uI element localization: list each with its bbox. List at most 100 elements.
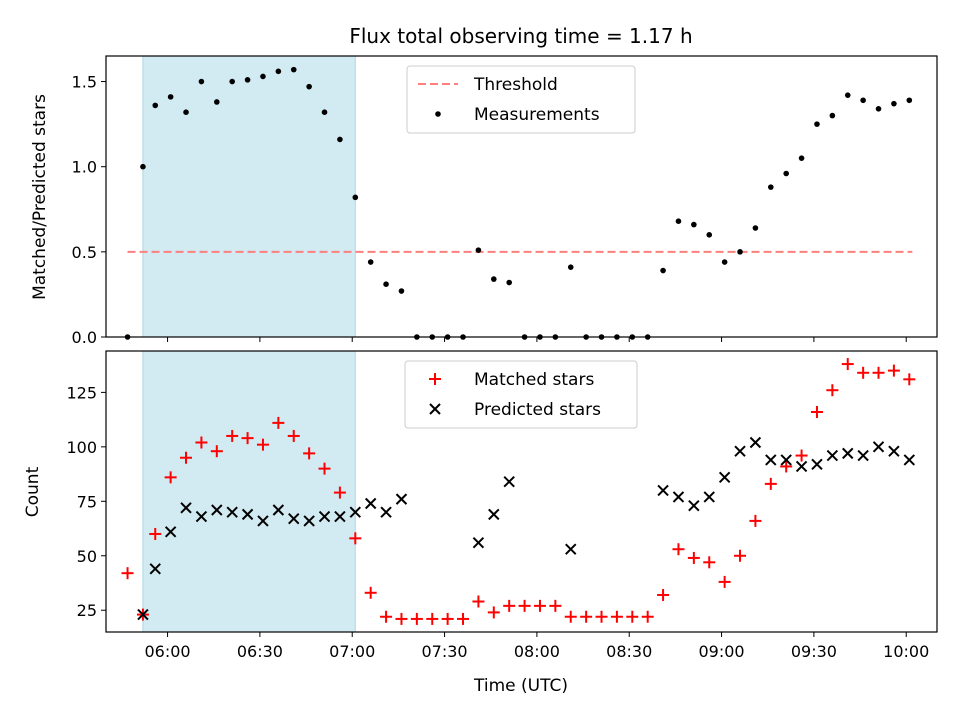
measurement-point (229, 78, 235, 85)
legend-measurement-swatch (435, 111, 441, 117)
predicted-star-point (272, 504, 285, 516)
matched-star-point (795, 449, 808, 462)
matched-star-point (580, 610, 593, 623)
matched-star-point (857, 366, 870, 379)
y-tick-label: 0.0 (72, 328, 97, 347)
matched-star-point (595, 610, 608, 623)
top-legend: Threshold Measurements (406, 65, 636, 134)
measurement-point (567, 264, 574, 270)
matched-star-point (549, 599, 562, 612)
predicted-star-point (288, 513, 300, 525)
matched-star-point (318, 462, 331, 475)
measurement-point (706, 232, 713, 238)
x-tick-label: 08:00 (514, 642, 560, 661)
measurement-point (140, 163, 146, 170)
measurement-point (321, 109, 328, 115)
matched-star-point (903, 373, 916, 386)
x-tick-label: 06:00 (145, 642, 191, 661)
matched-star-point (780, 460, 793, 473)
x-tick-label: 09:30 (791, 642, 837, 661)
y-tick-label: 25 (77, 601, 97, 620)
measurement-point (290, 66, 297, 73)
measurement-point (891, 100, 897, 107)
matched-star-point (657, 588, 670, 601)
matched-star-point (164, 471, 177, 484)
predicted-star-point (703, 491, 715, 503)
top-panel: 0.0 0.5 1.0 1.5 Matched/Predicted stars Thr… (30, 55, 938, 347)
measurement-point (275, 68, 282, 75)
measurement-point (691, 221, 697, 228)
predicted-star-point (488, 508, 500, 521)
predicted-star-point (749, 436, 762, 449)
matched-star-point (872, 366, 885, 379)
predicted-star-point (657, 484, 669, 497)
matched-star-point (256, 438, 269, 451)
bottom-ylabel: Count (23, 466, 43, 517)
matched-star-point (810, 405, 823, 418)
matched-star-point (641, 610, 654, 623)
measurement-point (383, 281, 389, 288)
matched-star-point (533, 599, 546, 612)
measurement-point (367, 259, 374, 265)
measurement-point (906, 97, 913, 104)
predicted-star-point (765, 454, 777, 466)
legend-predicted-label: Predicted stars (474, 400, 601, 420)
predicted-star-point (180, 502, 192, 514)
predicted-star-point (164, 526, 177, 538)
matched-star-point (272, 416, 285, 429)
predicted-star-point (795, 460, 808, 473)
matched-star-point (121, 567, 134, 580)
matched-star-point (841, 358, 854, 371)
matched-star-point (349, 532, 362, 545)
predicted-star-point (380, 506, 392, 518)
measurement-point (152, 102, 159, 109)
measurement-point (183, 109, 189, 115)
x-tick-label: 08:30 (606, 642, 652, 661)
predicted-star-point (364, 497, 377, 510)
observing-interval-shade (142, 350, 356, 633)
measurement-point (214, 99, 220, 105)
matched-star-point (764, 477, 777, 490)
predicted-star-point (303, 515, 315, 527)
top-axes-frame (105, 55, 938, 338)
x-tick-label: 07:30 (422, 642, 468, 661)
measurement-point (260, 73, 266, 80)
y-tick-label: 0.5 (72, 243, 97, 262)
legend-matched-label: Matched stars (474, 370, 594, 390)
matched-star-point (395, 612, 408, 625)
predicted-star-point (137, 608, 149, 621)
measurement-point (352, 194, 359, 201)
predicted-star-point (780, 454, 792, 466)
matched-star-point (195, 436, 208, 449)
measurement-point (860, 97, 866, 104)
measurement-point (752, 225, 759, 231)
measurement-point (737, 249, 743, 255)
predicted-star-point (857, 449, 869, 462)
measurement-point (814, 121, 820, 127)
matched-star-point (210, 445, 223, 458)
matched-star-point (380, 610, 393, 623)
predicted-star-point (734, 445, 746, 457)
matched-star-point (487, 606, 500, 619)
legend-measurement-label: Measurements (474, 105, 600, 125)
legend-predicted-swatch (429, 403, 441, 415)
measurement-point (798, 155, 805, 161)
matched-star-point (610, 610, 623, 623)
matched-star-point (472, 595, 485, 608)
predicted-star-point (565, 543, 577, 555)
matched-star-point (457, 612, 470, 625)
matched-star-point (226, 429, 239, 442)
measurement-point (491, 276, 497, 282)
matched-star-point (149, 527, 162, 540)
matched-star-point (364, 586, 377, 599)
legend-matched-swatch (429, 373, 441, 385)
measurement-point (660, 267, 666, 274)
measurement-point (398, 288, 405, 294)
measurement-point (306, 83, 312, 90)
matched-star-point (180, 451, 193, 464)
x-axis-label: Time (UTC) (473, 676, 568, 696)
predicted-star-point (718, 471, 731, 484)
bottom-axes-frame (105, 350, 938, 633)
y-tick-label: 75 (77, 492, 97, 511)
measurement-point (167, 94, 174, 100)
